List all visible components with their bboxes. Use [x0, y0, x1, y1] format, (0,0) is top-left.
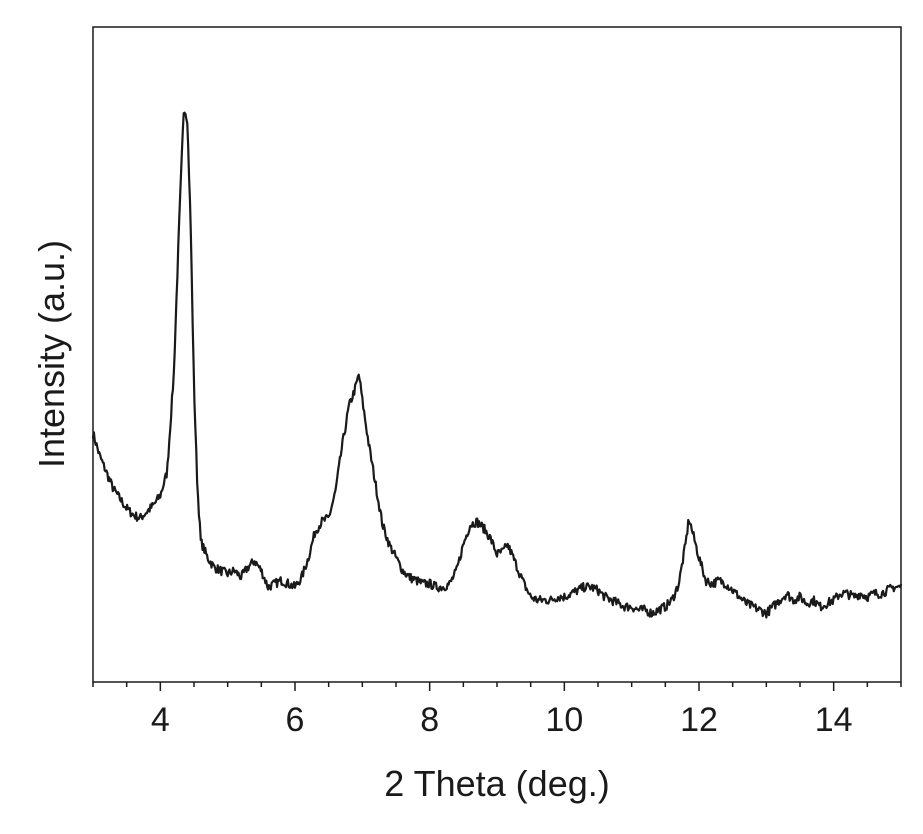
plot-frame: [92, 26, 902, 683]
x-axis-tick-labels: 4 6 8 10 12 14: [151, 701, 853, 739]
x-tick-label: 6: [286, 701, 305, 739]
x-axis-ticks: [92, 682, 902, 691]
x-tick-label: 4: [151, 701, 170, 739]
xrd-pattern-line: [91, 111, 903, 619]
x-tick-label: 8: [420, 701, 439, 739]
x-tick-label: 12: [680, 701, 718, 739]
y-axis-title: Intensity (a.u.): [31, 240, 72, 468]
x-tick-label: 10: [545, 701, 583, 739]
x-tick-label: 14: [815, 701, 853, 739]
x-axis-title: 2 Theta (deg.): [384, 763, 609, 804]
